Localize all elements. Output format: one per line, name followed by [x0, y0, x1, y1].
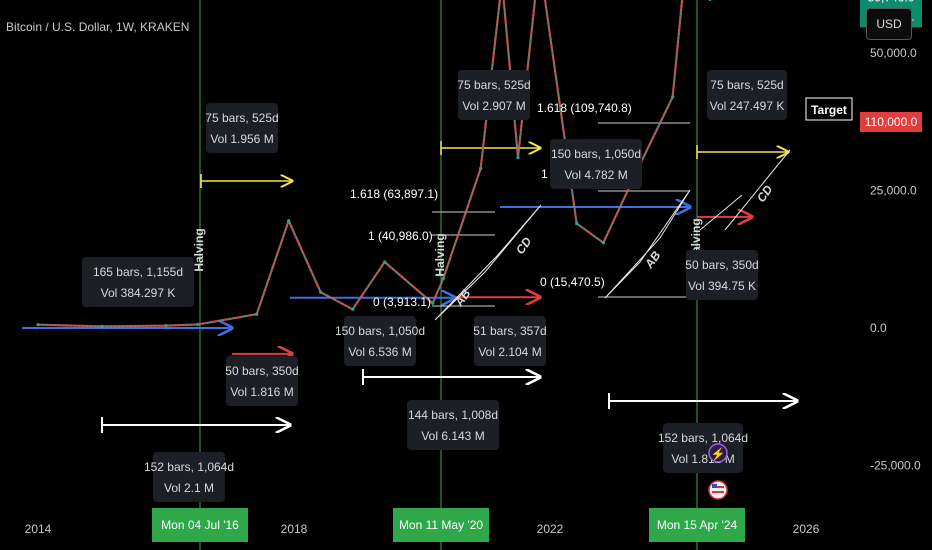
measurement-volume: Vol 1.816 M — [230, 385, 293, 399]
lightning-icon — [708, 443, 728, 463]
price-point — [351, 307, 355, 311]
price-point — [164, 324, 168, 328]
measurement-bars: 75 bars, 525d — [457, 78, 530, 92]
x-tick-label: 2018 — [281, 522, 308, 536]
chart-title: Bitcoin / U.S. Dollar, 1W, KRAKEN — [6, 20, 189, 34]
fib-label: 1.618 (109,740.8) — [537, 101, 632, 115]
target-price-tag — [860, 112, 922, 132]
measurement-box — [474, 316, 546, 366]
ab-cd-channel — [434, 204, 542, 321]
x-tick-label: 2014 — [25, 522, 52, 536]
y-tick-label: 25,000.0 — [870, 184, 917, 198]
y-tick-label: 50,000.0 — [870, 46, 917, 60]
measurement-box — [153, 452, 225, 502]
halving-date-badge — [393, 508, 489, 542]
price-point — [196, 322, 200, 327]
measurement-volume: Vol 394.75 K — [688, 279, 756, 293]
measurement-volume: Vol 6.536 M — [348, 345, 411, 359]
x-tick-label: 2022 — [537, 522, 564, 536]
us-flag-stripe — [712, 486, 724, 488]
fib-label: 0 (15,470.5) — [540, 275, 605, 289]
price-point — [575, 221, 579, 226]
measurement-bars: 75 bars, 525d — [710, 78, 783, 92]
fib-label: 1 (40,986.0) — [368, 229, 433, 243]
halving-date: Mon 11 May '20 — [399, 518, 483, 532]
currency-button[interactable]: USD — [866, 8, 912, 40]
us-flag-canton — [712, 484, 717, 488]
measurement-box — [707, 70, 787, 120]
ab-cd-channel — [724, 149, 791, 231]
y-tick-label: -25,000.0 — [870, 459, 921, 473]
measurement-bars: 150 bars, 1,050d — [335, 324, 425, 338]
measurement-bars: 50 bars, 350d — [685, 258, 758, 272]
measurement-box — [686, 250, 758, 300]
halving-label: Halving — [433, 233, 447, 276]
measurement-bars: 152 bars, 1,064d — [144, 460, 234, 474]
measurement-bars: 75 bars, 525d — [205, 111, 278, 125]
target-price-label: 110,000.0 — [865, 115, 918, 129]
price-point — [516, 155, 520, 160]
us-flag-icon — [708, 480, 728, 500]
fib-label: 1.618 (63,897.1) — [350, 187, 438, 201]
x-tick-label: 2026 — [793, 522, 820, 536]
measurement-bars: 152 bars, 1,064d — [658, 431, 748, 445]
halving-date-badge — [152, 508, 248, 542]
current-price-label: 59,746.0 — [868, 0, 915, 4]
measurement-volume: Vol 2.907 M — [462, 99, 525, 113]
measurement-bars: 50 bars, 350d — [225, 364, 298, 378]
price-point — [708, 0, 712, 1]
measurement-bars: 144 bars, 1,008d — [408, 408, 498, 422]
price-point — [601, 241, 605, 245]
us-flag-stripe — [712, 491, 724, 493]
pattern-label: CD — [513, 234, 535, 257]
measurement-box — [550, 139, 642, 189]
price-point — [441, 276, 445, 281]
measurement-bars: 165 bars, 1,155d — [93, 265, 183, 279]
measurement-volume: Vol 2.104 M — [478, 345, 541, 359]
price-point — [319, 290, 323, 294]
price-point — [287, 219, 291, 223]
halving-label: Halving — [192, 228, 206, 271]
price-point — [36, 323, 40, 327]
halving-date: Mon 04 Jul '16 — [161, 518, 239, 532]
price-point — [479, 166, 483, 171]
measurement-bars: 150 bars, 1,050d — [551, 147, 641, 161]
measurement-box — [82, 257, 194, 307]
target-label: Target — [811, 103, 847, 117]
measurement-volume: Vol 247.497 K — [710, 99, 785, 113]
measurement-volume: Vol 1.956 M — [210, 132, 273, 146]
fib-label: 0 (3,913.1) — [373, 295, 431, 309]
halving-date: Mon 15 Apr '24 — [657, 518, 738, 532]
measurement-volume: Vol 4.782 M — [564, 168, 627, 182]
y-tick-label: 0.0 — [870, 321, 887, 335]
price-point — [671, 95, 675, 99]
measurement-volume: Vol 2.1 M — [164, 481, 214, 495]
measurement-volume: Vol 384.297 K — [101, 286, 176, 300]
halving-date-badge — [649, 508, 745, 542]
ab-cd-channel — [604, 189, 691, 299]
ab-cd-channel — [699, 194, 743, 231]
measurement-box — [407, 400, 499, 450]
pattern-label: CD — [754, 182, 776, 205]
pattern-label: AB — [641, 248, 663, 271]
target-box — [805, 97, 853, 121]
price-point — [100, 324, 104, 328]
measurement-box — [206, 103, 278, 153]
price-point — [255, 312, 259, 316]
measurement-box — [344, 316, 416, 366]
measurement-box — [226, 356, 298, 406]
lightning-glyph: ⚡ — [711, 447, 726, 461]
price-point — [383, 260, 387, 264]
measurement-volume: Vol 6.143 M — [421, 429, 484, 443]
measurement-bars: 51 bars, 357d — [473, 324, 546, 338]
price-point — [431, 301, 435, 305]
measurement-box — [458, 70, 530, 120]
